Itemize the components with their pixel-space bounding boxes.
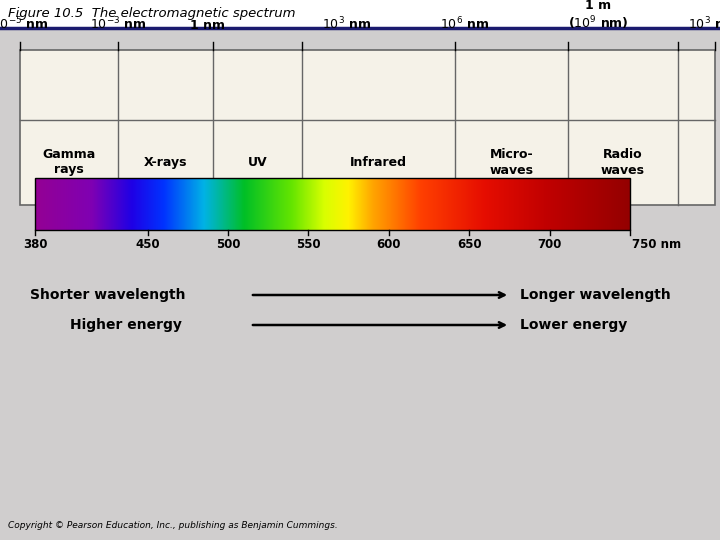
Text: Higher energy: Higher energy — [70, 318, 182, 332]
Text: 1 nm: 1 nm — [191, 19, 225, 32]
Text: 600: 600 — [377, 238, 401, 251]
Text: 1 m
($10^{9}$ nm): 1 m ($10^{9}$ nm) — [567, 0, 629, 32]
Text: 500: 500 — [216, 238, 240, 251]
Text: Copyright © Pearson Education, Inc., publishing as Benjamin Cummings.: Copyright © Pearson Education, Inc., pub… — [8, 521, 338, 530]
Text: Figure 10.5  The electromagnetic spectrum: Figure 10.5 The electromagnetic spectrum — [8, 8, 295, 21]
Text: Micro-
waves: Micro- waves — [490, 148, 534, 177]
Text: $10^{-5}$ nm: $10^{-5}$ nm — [0, 16, 48, 32]
Text: X-rays: X-rays — [144, 156, 187, 169]
Text: $10^{6}$ nm: $10^{6}$ nm — [441, 16, 490, 32]
Text: Longer wavelength: Longer wavelength — [520, 288, 671, 302]
Text: Lower energy: Lower energy — [520, 318, 627, 332]
Text: Gamma
rays: Gamma rays — [42, 148, 96, 177]
Bar — [35, 178, 630, 230]
Text: Visible light: Visible light — [282, 179, 383, 194]
Bar — [0, 0, 720, 28]
Text: UV: UV — [248, 156, 267, 169]
Bar — [20, 50, 715, 205]
Text: 550: 550 — [296, 238, 320, 251]
Text: $10^{-3}$ nm: $10^{-3}$ nm — [90, 16, 146, 32]
Text: 700: 700 — [537, 238, 562, 251]
Text: 380: 380 — [23, 238, 48, 251]
Text: 750 nm: 750 nm — [632, 238, 681, 251]
Text: Shorter wavelength: Shorter wavelength — [30, 288, 186, 302]
Polygon shape — [35, 178, 630, 205]
Text: Radio
waves: Radio waves — [601, 148, 645, 177]
Text: $10^{3}$ m: $10^{3}$ m — [688, 16, 720, 32]
Text: 450: 450 — [135, 238, 160, 251]
Text: Infrared: Infrared — [350, 156, 407, 169]
Text: 650: 650 — [457, 238, 482, 251]
Text: $10^{3}$ nm: $10^{3}$ nm — [323, 16, 372, 32]
